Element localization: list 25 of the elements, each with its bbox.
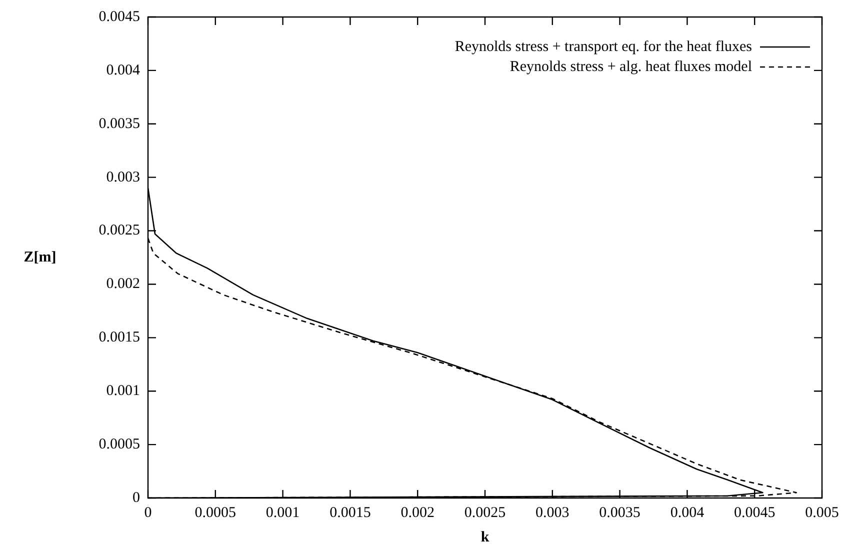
y-tick-label: 0.0015 [98, 330, 140, 346]
x-tick-label: 0.0045 [734, 504, 776, 521]
y-tick-label: 0.003 [106, 169, 140, 186]
y-tick-label: 0.0035 [98, 116, 140, 132]
y-tick-label: 0.0005 [98, 436, 140, 452]
x-tick-label: 0.0015 [330, 504, 371, 521]
legend-label: Reynolds stress + alg. heat fluxes model [510, 58, 752, 75]
y-tick-label: 0.001 [106, 383, 140, 400]
y-tick-label: 0.004 [106, 62, 140, 78]
legend-label: Reynolds stress + transport eq. for the heat fluxes [454, 38, 752, 55]
y-axis-title: Z[m] [24, 249, 56, 266]
y-tick-label: 0.002 [106, 276, 140, 292]
y-tick-label: 0.0045 [98, 8, 140, 25]
x-tick-label: 0.0005 [194, 504, 236, 521]
x-tick-label: 0.002 [400, 504, 434, 521]
x-tick-label: 0.003 [536, 504, 570, 521]
x-tick-label: 0.0035 [599, 504, 640, 521]
x-tick-label: 0.0025 [464, 504, 506, 521]
x-axis-title: k [480, 529, 490, 546]
y-tick-label: 0.0025 [98, 222, 140, 239]
x-tick-label: 0.001 [266, 504, 300, 521]
x-tick-label: 0.004 [670, 504, 705, 521]
x-tick-label: 0.005 [805, 504, 839, 521]
y-tick-label: 0 [132, 490, 140, 506]
x-tick-label: 0 [144, 504, 152, 521]
